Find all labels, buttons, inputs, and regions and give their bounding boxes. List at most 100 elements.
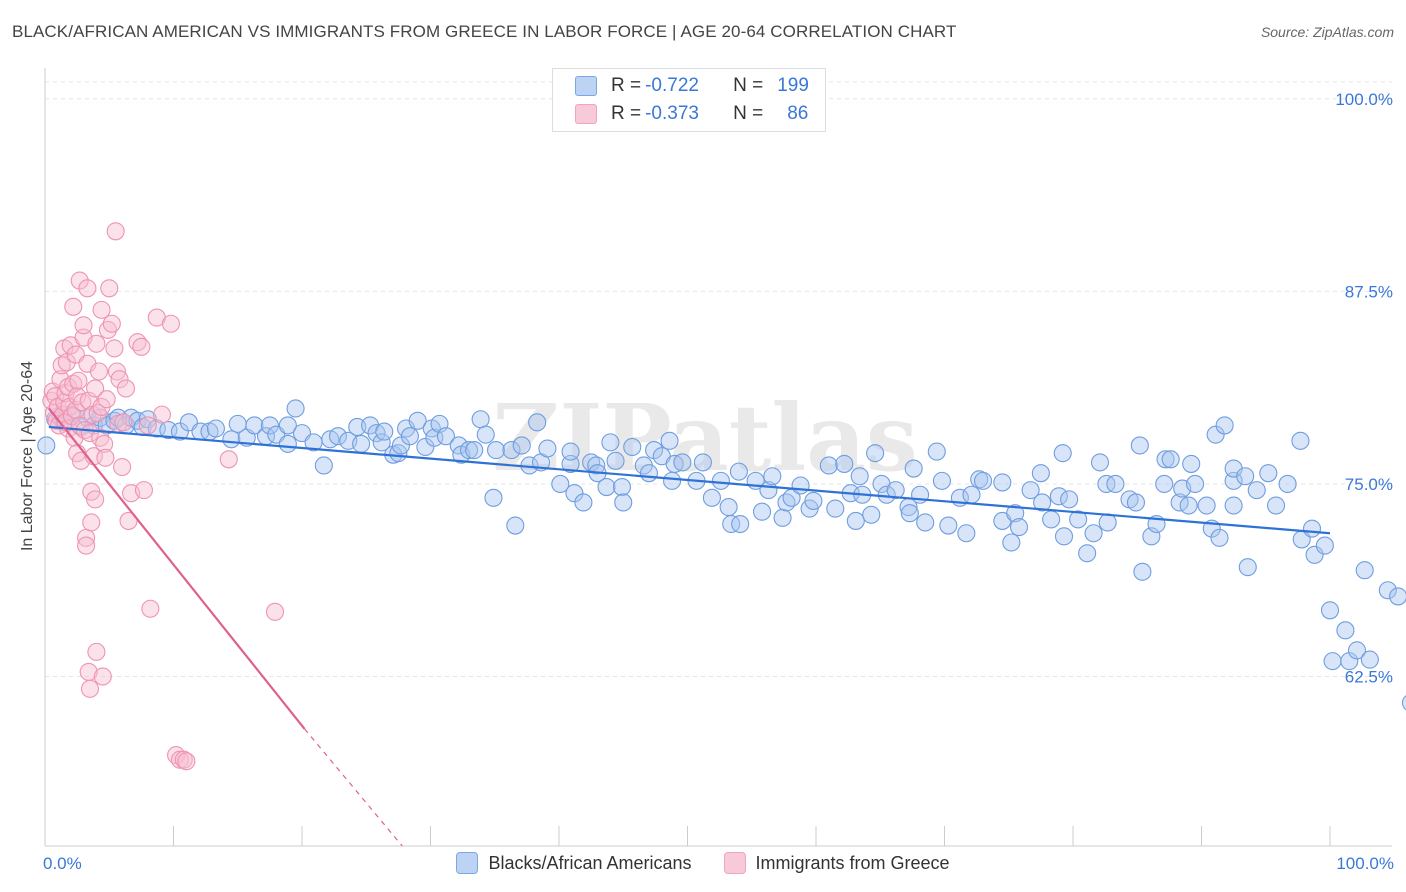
data-point [665,454,684,473]
data-point [719,498,738,517]
legend-row-blacks: R = -0.722 N = 199 [575,73,809,99]
data-point [561,442,580,461]
legend-swatch-blue [456,852,479,874]
data-point [132,337,151,356]
data-point [78,279,97,298]
data-point [993,473,1012,492]
data-point [1320,601,1340,620]
data-point [1069,510,1088,529]
legend-swatch-blue [575,76,597,96]
data-point [1042,510,1061,529]
data-point [612,477,632,497]
gridlines [45,81,1392,678]
data-point [1215,416,1234,435]
series-legend: Blacks/African Americans Immigrants from… [0,852,1406,874]
data-point [962,485,981,504]
data-point [141,599,160,618]
data-point [1179,496,1198,515]
data-point [1224,471,1243,490]
data-point [1002,533,1021,552]
x-tick-label-min: 0.0% [43,854,82,873]
data-point [1130,436,1149,455]
data-point [1090,453,1110,472]
y-tick-label: 62.5% [1345,668,1393,687]
data-point [486,441,506,460]
legend-n-label: N = [733,75,764,96]
data-point [561,454,580,473]
legend-label-blacks: Blacks/African Americans [488,852,692,873]
data-point [1401,695,1406,711]
data-point [459,441,479,460]
data-point [752,502,772,521]
data-point [1210,528,1229,547]
data-point [1078,544,1097,563]
data-point [245,416,264,435]
data-point [623,437,642,457]
data-point [86,490,105,509]
data-point [1084,524,1103,543]
data-point [1186,474,1205,494]
data-point [1049,487,1068,506]
data-point [484,488,503,507]
data-point [932,471,951,490]
data-point [866,444,885,463]
y-tick-label: 75.0% [1345,475,1393,494]
data-point [850,467,869,486]
legend-item-greece[interactable]: Immigrants from Greece [723,852,950,874]
legend-item-blacks[interactable]: Blacks/African Americans [456,852,692,874]
trend-line-greece [47,407,306,730]
data-point [113,457,132,477]
data-point [538,439,557,458]
data-point [260,416,279,435]
data-point [64,297,83,316]
trend-lines [47,407,1331,847]
data-point [731,514,750,534]
data-point [973,471,993,490]
data-point [465,441,484,460]
data-point [1009,518,1029,537]
data-point [1378,581,1397,600]
data-point [177,752,196,771]
legend-r-label: R = [611,75,642,96]
data-point [587,456,606,475]
legend-row-greece: R = -0.373 N = 86 [575,101,808,127]
data-point [328,427,348,446]
data-point [100,279,119,298]
data-point [512,436,531,455]
watermark: ZIPatlas [492,384,917,492]
data-point [119,511,138,530]
data-point [286,399,305,418]
data-point [900,504,919,523]
data-point [134,481,153,500]
data-point [1106,474,1125,494]
data-point [1161,450,1180,469]
data-point [206,419,225,438]
data-point [436,427,455,446]
data-point [1182,454,1201,473]
data-point [1155,474,1174,494]
data-point [1302,519,1322,538]
data-point [702,488,721,507]
data-point [1021,481,1040,500]
data-point [773,508,792,527]
data-point [314,456,333,475]
data-point [528,413,547,432]
data-point [693,453,712,472]
data-point [606,451,625,470]
data-point [1291,431,1310,450]
trend-line-greece-extrapolated [304,728,403,847]
data-point [551,474,570,494]
data-point [93,667,112,686]
data-point [152,405,171,424]
data-point [1156,450,1175,469]
data-point [1355,561,1374,580]
data-point [1098,513,1117,532]
data-point [105,339,124,358]
data-point [87,334,106,353]
legend-r-value: -0.373 [645,103,699,124]
data-point [506,516,525,535]
data-point [352,434,371,453]
data-point [574,493,593,512]
data-point [957,524,976,543]
data-point [1278,474,1297,494]
